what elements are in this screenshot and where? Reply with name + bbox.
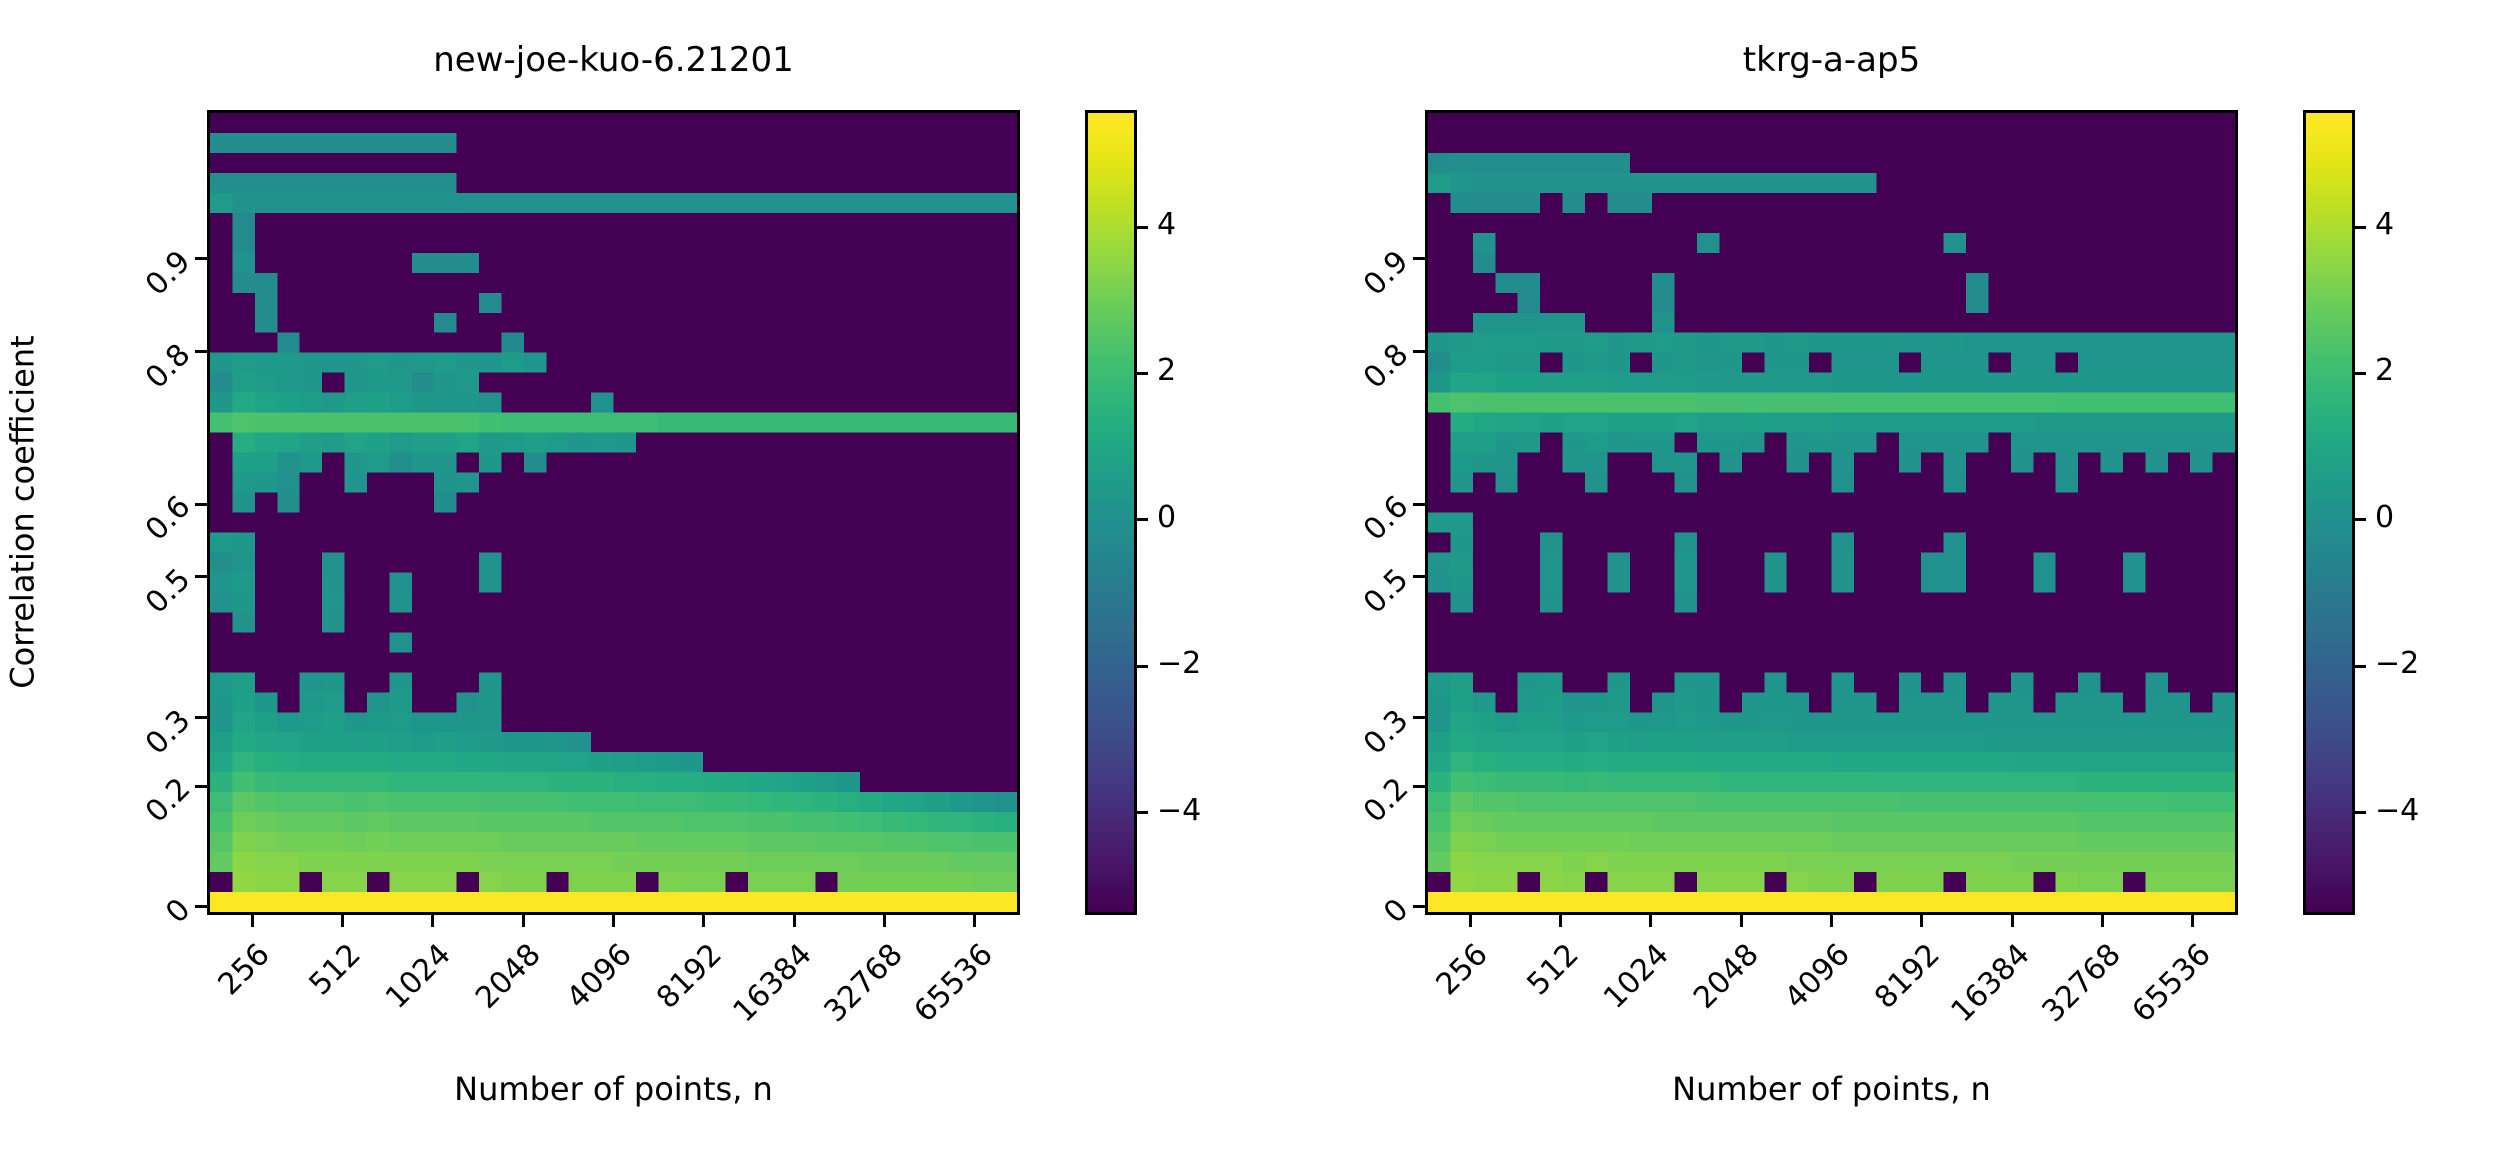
y-tick-mark xyxy=(195,257,207,261)
y-tick-mark xyxy=(195,784,207,788)
x-tick-mark xyxy=(2010,915,2014,927)
x-tick-mark xyxy=(431,915,435,927)
x-tick-mark xyxy=(612,915,615,927)
y-axis-label-left: Correlation coefficient xyxy=(3,334,41,689)
y-tick-mark xyxy=(1413,716,1425,720)
y-tick-mark xyxy=(195,716,207,720)
colorbar-tick-label: 0 xyxy=(1157,499,1177,535)
x-tick-mark xyxy=(883,915,886,927)
y-tick-mark xyxy=(1413,575,1425,579)
y-tick-mark xyxy=(1413,257,1425,261)
heatmap-image-left xyxy=(210,113,1017,912)
x-tick-mark xyxy=(1920,915,1924,927)
colorbar-tick-mark xyxy=(1137,518,1148,522)
colorbar-tick-label: 2 xyxy=(2375,353,2395,389)
panel-title-left: new-joe-kuo-6.21201 xyxy=(433,40,794,80)
panel-title-right: tkrg-a-ap5 xyxy=(1742,40,1921,80)
y-tick-mark xyxy=(195,905,207,909)
colorbar-tick-label: 0 xyxy=(2375,499,2395,535)
x-tick-mark xyxy=(973,915,977,927)
colorbar-tick-label: −2 xyxy=(2375,646,2420,682)
colorbar-tick-mark xyxy=(2355,371,2366,375)
colorbar-tick-mark xyxy=(2355,664,2366,668)
heatmap-axes-right[interactable] xyxy=(1425,110,2238,915)
colorbar-tick-mark xyxy=(2355,518,2366,522)
colorbar-tick-label: 4 xyxy=(1157,207,1177,243)
colorbar-gradient-left xyxy=(1088,113,1134,912)
x-tick-mark xyxy=(1830,915,1833,927)
heatmap-axes-left[interactable] xyxy=(207,110,1020,915)
x-tick-mark xyxy=(521,915,525,927)
colorbar-tick-label: −4 xyxy=(2375,792,2420,828)
colorbar-tick-mark xyxy=(1137,225,1148,229)
y-tick-mark xyxy=(195,502,207,506)
colorbar-tick-mark xyxy=(1137,664,1148,668)
y-tick-mark xyxy=(1413,784,1425,788)
x-axis-label-left: Number of points, n xyxy=(454,1070,773,1108)
x-tick-mark xyxy=(1649,915,1653,927)
x-tick-mark xyxy=(2191,915,2195,927)
y-tick-mark xyxy=(195,350,207,353)
heatmap-image-right xyxy=(1428,113,2235,912)
x-tick-mark xyxy=(250,915,254,927)
colorbar-tick-label: −2 xyxy=(1157,646,1202,682)
x-tick-mark xyxy=(1559,915,1562,927)
y-tick-mark xyxy=(1413,502,1425,506)
colorbar-right[interactable] xyxy=(2303,110,2355,915)
x-axis-label-right: Number of points, n xyxy=(1672,1070,1991,1108)
x-tick-mark xyxy=(792,915,796,927)
y-tick-mark xyxy=(1413,350,1425,353)
colorbar-tick-label: 4 xyxy=(2375,207,2395,243)
colorbar-tick-mark xyxy=(1137,811,1148,815)
colorbar-tick-label: −4 xyxy=(1157,792,1202,828)
colorbar-left[interactable] xyxy=(1085,110,1137,915)
x-tick-mark xyxy=(702,915,706,927)
colorbar-tick-mark xyxy=(2355,225,2366,229)
x-tick-mark xyxy=(2101,915,2104,927)
colorbar-tick-mark xyxy=(1137,371,1148,375)
x-tick-mark xyxy=(1739,915,1743,927)
colorbar-gradient-right xyxy=(2306,113,2352,912)
x-tick-mark xyxy=(341,915,344,927)
x-tick-mark xyxy=(1468,915,1472,927)
colorbar-tick-mark xyxy=(2355,811,2366,815)
y-tick-mark xyxy=(195,575,207,579)
y-tick-mark xyxy=(1413,905,1425,909)
colorbar-tick-label: 2 xyxy=(1157,353,1177,389)
